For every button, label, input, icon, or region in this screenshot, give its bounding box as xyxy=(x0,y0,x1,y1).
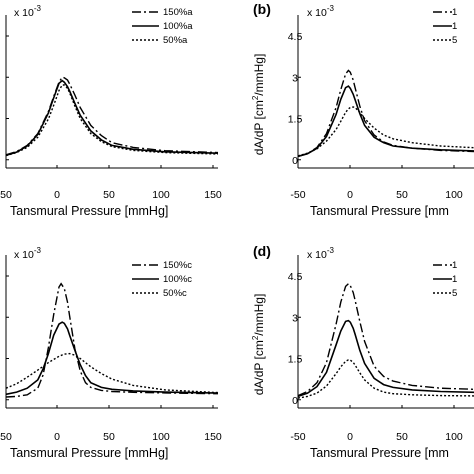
series-line-3 xyxy=(297,106,474,157)
y-tick-label: 3 xyxy=(292,72,298,84)
x-tick-label: 150 xyxy=(204,431,222,443)
series-line-2 xyxy=(5,79,219,157)
y-tick-label: 4.5 xyxy=(288,271,303,283)
chart-panel-4: -50 0 50 100 0 1.5 3 4.5 Tansmural Pressure [mm d… xyxy=(251,243,474,460)
x-tick-label: 100 xyxy=(445,431,463,443)
series-line-1 xyxy=(297,69,474,158)
legend-label: 50%c xyxy=(163,288,187,299)
legend-label: 100%c xyxy=(163,274,192,285)
series-line-2 xyxy=(5,321,219,396)
series-line-3 xyxy=(5,84,219,157)
x-axis-label: Tansmural Pressure [mm xyxy=(310,446,449,460)
series-line-2 xyxy=(297,85,474,158)
legend-label: 1 xyxy=(452,260,457,271)
y-tick-label: 0 xyxy=(292,155,298,167)
series-line-3 xyxy=(297,359,474,399)
y-axis-label-main: dA/dP [cm xyxy=(252,100,266,155)
y-axis-label: dA/dP [cm2/mmHg] xyxy=(251,54,266,156)
scale-note-exp: -3 xyxy=(327,246,335,255)
series-line-1 xyxy=(5,76,219,156)
x-tick-label: 50 xyxy=(396,189,408,201)
scale-note-base: x 10 xyxy=(14,249,34,261)
y-tick-label: 1.5 xyxy=(288,114,303,126)
scale-note-exp: -3 xyxy=(34,246,42,255)
legend-label: 1 xyxy=(452,21,457,32)
scale-note-base: x 10 xyxy=(307,249,327,261)
scale-note: x 10-3 xyxy=(14,246,42,261)
scale-note: x 10-3 xyxy=(307,246,335,261)
scale-note-base: x 10 xyxy=(14,7,34,19)
legend-label: 150%a xyxy=(163,7,193,18)
x-tick-label: 0 xyxy=(347,431,353,443)
x-tick-label: 50 xyxy=(103,189,115,201)
series-line-1 xyxy=(297,282,474,397)
x-tick-label: -50 xyxy=(290,189,305,201)
x-tick-label: 50 xyxy=(0,431,12,443)
x-tick-label: 50 xyxy=(0,189,12,201)
y-axis-label-sup: 2 xyxy=(251,95,260,100)
scale-note: x 10-3 xyxy=(14,4,42,19)
x-tick-label: 100 xyxy=(445,189,463,201)
series-line-1 xyxy=(5,282,219,398)
scale-note-base: x 10 xyxy=(307,7,327,19)
y-tick-label: 3 xyxy=(292,312,298,324)
x-axis-label: Tansmural Pressure [mm xyxy=(310,204,449,218)
x-tick-label: 150 xyxy=(204,189,222,201)
scale-note-exp: -3 xyxy=(327,4,335,13)
panel-label: (b) xyxy=(253,1,271,17)
x-tick-label: 100 xyxy=(152,431,170,443)
y-tick-label: 4.5 xyxy=(288,31,303,43)
y-axis-label-tail: /mmHg] xyxy=(252,54,266,96)
legend-label: 1 xyxy=(452,7,457,18)
legend-label: 100%a xyxy=(163,21,193,32)
x-tick-label: -50 xyxy=(290,431,305,443)
legend-label: 5 xyxy=(452,35,457,46)
series-line-3 xyxy=(5,352,219,394)
legend-label: 50%a xyxy=(163,35,188,46)
x-tick-label: 50 xyxy=(103,431,115,443)
x-tick-label: 100 xyxy=(152,189,170,201)
x-tick-label: 0 xyxy=(54,189,60,201)
chart-panel-3: 50 0 50 100 150 Tansmural Pressure [mmHg] x 10… xyxy=(0,246,222,460)
x-axis-label: Tansmural Pressure [mmHg] xyxy=(10,446,168,460)
y-tick-label: 1.5 xyxy=(288,354,303,366)
y-axis-label-main: dA/dP [cm xyxy=(252,340,266,395)
y-axis-label: dA/dP [cm2/mmHg] xyxy=(251,294,266,396)
y-tick-label: 0 xyxy=(292,395,298,407)
y-axis-label-tail: /mmHg] xyxy=(252,294,266,336)
x-tick-label: 0 xyxy=(347,189,353,201)
panel-label: (d) xyxy=(253,243,271,259)
legend-label: 5 xyxy=(452,288,457,299)
series-line-2 xyxy=(297,319,474,398)
x-axis-label: Tansmural Pressure [mmHg] xyxy=(10,204,168,218)
y-axis-label-sup: 2 xyxy=(251,335,260,340)
x-tick-label: 50 xyxy=(396,431,408,443)
legend-label: 1 xyxy=(452,274,457,285)
chart-panel-2: -50 0 50 100 0 1.5 3 4.5 Tansmural Pressure [mm d… xyxy=(251,1,474,218)
scale-note: x 10-3 xyxy=(307,4,335,19)
legend-label: 150%c xyxy=(163,260,192,271)
scale-note-exp: -3 xyxy=(34,4,42,13)
x-tick-label: 0 xyxy=(54,431,60,443)
chart-panel-1: 50 0 50 100 150 Tansmural Pressure [mmHg] x 10… xyxy=(0,4,222,218)
